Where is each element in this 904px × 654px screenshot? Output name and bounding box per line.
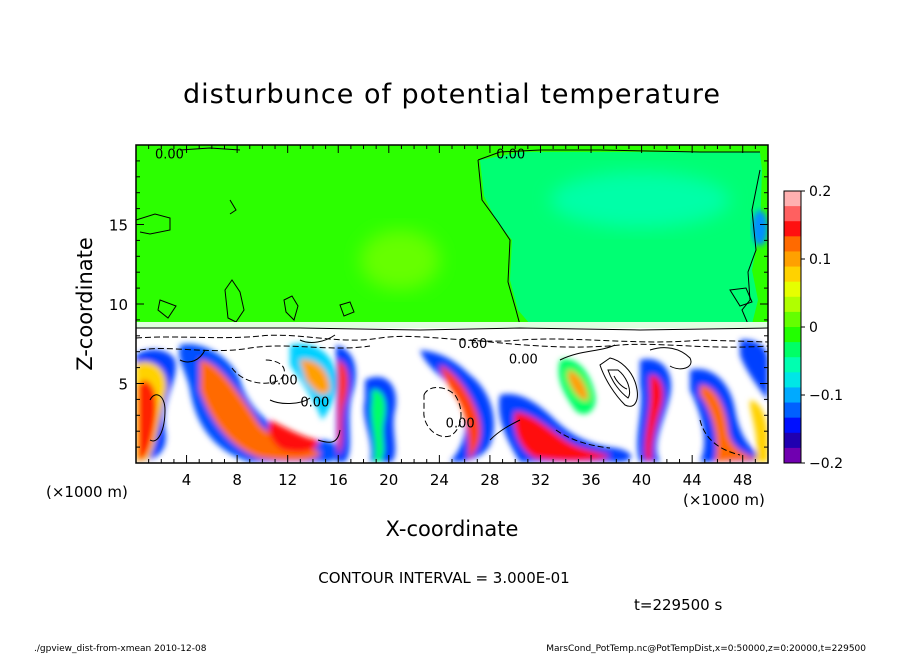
boundary-contours [136, 327, 768, 456]
colorbar-swatch [784, 311, 801, 328]
x-tick-label: 44 [683, 471, 702, 489]
colorbar-swatch [784, 281, 801, 298]
contour-interval: CONTOUR INTERVAL = 3.000E-01 [318, 569, 569, 587]
colorbar-tick-label: 0.1 [809, 252, 831, 268]
x-unit-label: (×1000 m) [46, 483, 128, 501]
y-unit-label: (×1000 m) [683, 491, 765, 509]
upper-right-patch [752, 210, 768, 246]
colorbar-swatch [784, 372, 801, 388]
x-tick-label: 16 [329, 471, 348, 489]
colorbar-swatch [784, 251, 801, 268]
colorbar-swatch [784, 387, 801, 404]
colorbar-swatch [784, 236, 801, 252]
y-tick-label: 15 [109, 217, 128, 235]
colorbar-tick-label: 0.2 [809, 184, 831, 200]
colorbar-tick-label: −0.1 [809, 388, 843, 404]
x-tick-label: 12 [278, 471, 297, 489]
colorbar: 0.2 0.1 0 −0.1 −0.2 [783, 184, 843, 472]
colorbar-swatch [784, 327, 801, 343]
chart-title: disturbunce of potential temperature [183, 79, 721, 110]
x-tick-label: 48 [733, 471, 752, 489]
colorbar-swatch [784, 296, 801, 313]
x-axis-label: X-coordinate [386, 517, 519, 541]
upper-left-patch [360, 230, 440, 290]
contour-label: 0.00 [509, 353, 538, 368]
colorbar-swatch [784, 342, 801, 358]
contour-label: 0.00 [300, 396, 329, 411]
colorbar-tick-label: −0.2 [809, 456, 843, 472]
x-tick-label: 4 [182, 471, 192, 489]
colorbar-swatch [784, 447, 801, 464]
x-tick-label: 8 [232, 471, 242, 489]
x-tick-label: 28 [480, 471, 499, 489]
x-tick-label: 36 [581, 471, 600, 489]
colorbar-swatch [784, 357, 801, 373]
colorbar-swatch [784, 432, 801, 449]
x-tick-label: 20 [379, 471, 398, 489]
colorbar-swatch [784, 206, 801, 222]
contour-label: 0.60 [458, 337, 487, 352]
contour-label: 0.00 [269, 373, 298, 388]
y-axis-label: Z-coordinate [73, 237, 97, 371]
plot-area: 0.00 0.000.600.000.000.000.00 [136, 145, 768, 463]
upper-contours [136, 147, 761, 326]
colorbar-swatch [784, 191, 801, 207]
x-axis: 4 8 12 16 20 24 28 32 36 40 44 48 [148, 145, 756, 489]
contour-label: 0.00 [155, 148, 184, 163]
x-tick-label: 32 [531, 471, 550, 489]
colorbar-swatch [784, 221, 801, 237]
colorbar-tick-label: 0 [809, 320, 818, 336]
contour-label: 0.00 [496, 148, 525, 163]
colorbar-swatch [784, 402, 801, 419]
boundary-top-band [136, 322, 768, 328]
x-tick-label: 24 [430, 471, 449, 489]
colorbar-swatch [784, 417, 801, 434]
colorbar-swatch [784, 266, 801, 283]
plumes [136, 339, 768, 462]
footer-left: ./gpview_dist-from-xmean 2010-12-08 [34, 644, 207, 654]
time-label: t=229500 s [634, 596, 722, 614]
contour-labels: 0.00 0.000.600.000.000.000.00 [155, 148, 538, 432]
contour-label: 0.00 [446, 416, 475, 431]
y-tick-label: 5 [118, 376, 128, 394]
upper-right-core [550, 172, 730, 228]
y-axis: 5 10 15 [109, 160, 768, 448]
y-tick-label: 10 [109, 296, 128, 314]
x-tick-label: 40 [632, 471, 651, 489]
footer-right: MarsCond_PotTemp.nc@PotTempDist,x=0:5000… [546, 644, 866, 654]
